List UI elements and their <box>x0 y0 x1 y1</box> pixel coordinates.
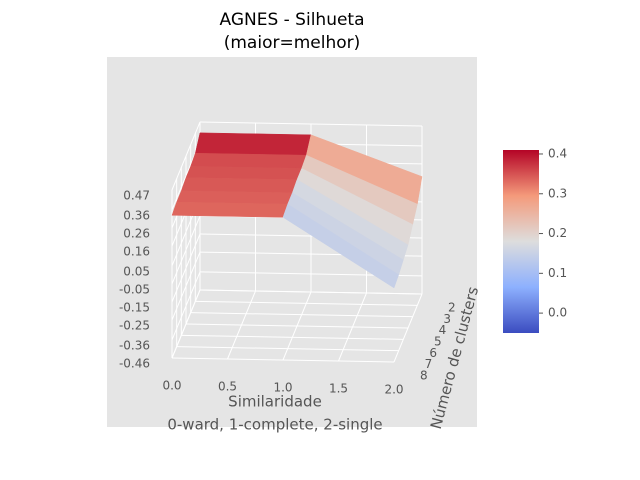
x-tick-label: 1.5 <box>329 382 348 396</box>
grid-line <box>171 271 201 341</box>
z-tick-label: -0.36 <box>119 338 150 352</box>
chart-title: AGNES - Silhueta <box>219 10 364 30</box>
y-tick-label: 6 <box>429 346 437 360</box>
x-tick-label: 0.5 <box>218 380 237 394</box>
z-tick-label: 0.16 <box>123 245 150 259</box>
x-tick-label: 0.0 <box>162 379 181 393</box>
z-tick-label: 0.36 <box>123 208 150 222</box>
y-tick-label: 3 <box>443 312 451 326</box>
grid-line <box>171 357 395 363</box>
grid-line <box>176 346 399 352</box>
y-tick-label: 8 <box>420 369 428 383</box>
x-axis-label: Similaridade <box>228 393 322 411</box>
z-tick-label: -0.05 <box>119 282 150 296</box>
plot-background <box>107 57 477 427</box>
z-tick-label: -0.25 <box>119 319 150 333</box>
colorbar-tick-label: 0.4 <box>548 146 567 160</box>
grid-line <box>171 121 201 191</box>
surface-facet <box>190 152 307 169</box>
grid-line <box>171 251 201 321</box>
surface-facet <box>282 203 399 289</box>
z-tick-label: -0.46 <box>119 357 150 371</box>
grid-line <box>199 121 423 127</box>
y-tick-label: 7 <box>425 357 433 371</box>
x-axis-label: 0-ward, 1-complete, 2-single <box>167 416 382 434</box>
z-tick-label: 0.05 <box>123 264 150 278</box>
surface-facet <box>185 166 303 180</box>
grid-line <box>181 334 404 340</box>
colorbar-tick-label: 0.3 <box>548 186 567 200</box>
surface-facet <box>171 201 289 218</box>
grid-line <box>190 312 413 318</box>
colorbar <box>503 150 539 333</box>
y-tick-label: 5 <box>434 335 442 349</box>
colorbar-tick-label: 0.0 <box>548 306 567 320</box>
chart-subtitle: (maior=melhor) <box>224 33 361 53</box>
grid-line <box>199 289 423 295</box>
x-tick-label: 2.0 <box>384 383 403 397</box>
grid-line <box>185 323 409 329</box>
z-tick-label: 0.47 <box>123 189 150 203</box>
grid-line <box>171 215 201 285</box>
grid-line <box>171 233 201 303</box>
surface-facet <box>180 177 298 194</box>
surface-facet <box>176 190 293 205</box>
surface-facet <box>195 132 312 156</box>
colorbar-tick-label: 0.2 <box>548 226 567 240</box>
y-tick-label: 4 <box>439 323 447 337</box>
z-tick-label: 0.26 <box>123 226 150 240</box>
y-tick-label: 2 <box>448 301 456 315</box>
grid-line <box>171 289 201 359</box>
colorbar-tick-label: 0.1 <box>548 266 567 280</box>
grid-line <box>195 300 418 306</box>
x-tick-label: 1.0 <box>273 381 292 395</box>
z-tick-label: -0.15 <box>119 301 150 315</box>
